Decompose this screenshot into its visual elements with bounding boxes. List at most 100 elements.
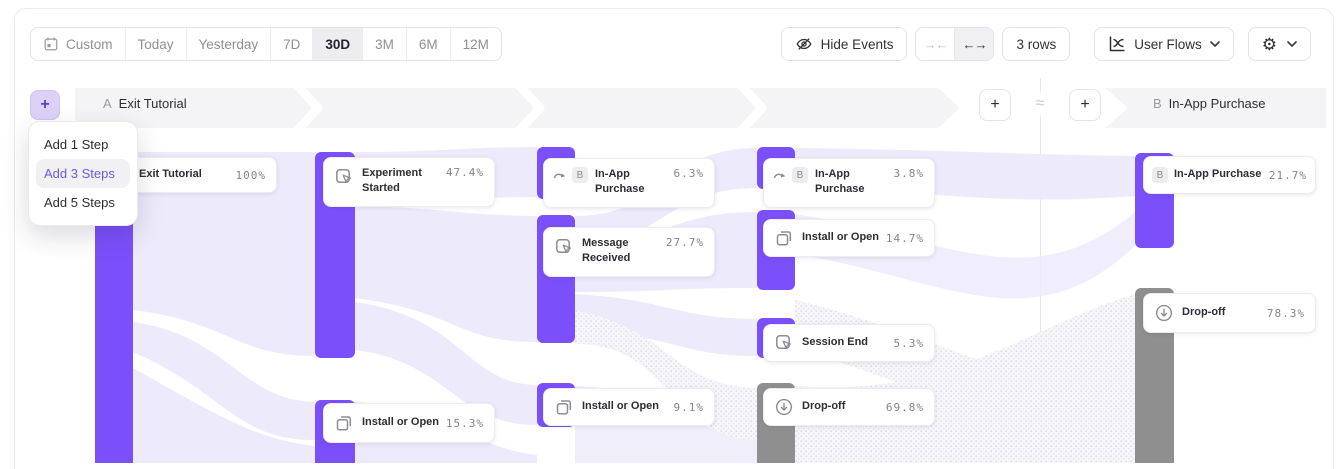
node-card-message-received[interactable]: Message Received 27.7% xyxy=(543,227,715,277)
eye-off-icon xyxy=(795,35,813,53)
step-a-letter: A xyxy=(103,96,112,111)
date-range-label: Today xyxy=(137,36,174,52)
custom-event-icon xyxy=(773,332,795,354)
node-percentage: 21.7% xyxy=(1268,168,1307,182)
node-card-install-or-open-153[interactable]: Install or Open 15.3% xyxy=(323,403,495,443)
drop-off-icon xyxy=(773,396,795,418)
step-b-badge: B xyxy=(1152,167,1168,183)
node-title: Message Received xyxy=(582,237,631,265)
step-b-badge: B xyxy=(572,167,588,183)
node-card-drop-off-698[interactable]: Drop-off 69.8% xyxy=(763,388,935,426)
node-percentage: 5.3% xyxy=(893,336,924,350)
node-title: Install or Open xyxy=(802,231,880,244)
node-title: Session End xyxy=(802,336,869,349)
node-title: Drop-off xyxy=(802,400,846,413)
date-range-today[interactable]: Today xyxy=(126,28,187,60)
node-percentage: 9.1% xyxy=(673,400,704,414)
app-open-icon xyxy=(773,227,795,249)
node-card-drop-off-783[interactable]: Drop-off 78.3% xyxy=(1143,293,1316,333)
menu-item-add-3-steps[interactable]: Add 3 Steps xyxy=(36,159,130,188)
node-card-experiment-started[interactable]: Experiment Started 47.4% xyxy=(323,157,495,207)
step-b-label: In-App Purchase xyxy=(1168,96,1266,111)
add-step-after-a-button[interactable]: + xyxy=(979,89,1011,121)
section-divider xyxy=(1040,78,1041,463)
node-title: Install or Open xyxy=(362,416,440,429)
collapse-columns-button[interactable]: →← xyxy=(923,36,948,52)
node-card-in-app-purchase-217[interactable]: B In-App Purchase 21.7% xyxy=(1143,156,1316,194)
date-range-6m[interactable]: 6M xyxy=(407,28,451,60)
step-a-label: Exit Tutorial xyxy=(118,96,187,111)
hide-events-label: Hide Events xyxy=(820,36,894,52)
gear-icon: ⚙ xyxy=(1261,34,1277,54)
add-step-before-b-button[interactable]: + xyxy=(1069,89,1101,121)
node-icon-row: B xyxy=(773,167,808,183)
toolbar-right: Hide Events →← ←→ 3 rows User Flows ⚙ xyxy=(780,27,1311,61)
node-title: In-App Purchase xyxy=(815,168,865,196)
node-title: Exit Tutorial xyxy=(139,168,202,181)
hide-events-button[interactable]: Hide Events xyxy=(780,27,908,61)
node-card-install-or-open-147[interactable]: Install or Open 14.7% xyxy=(763,219,935,257)
date-range-yesterday[interactable]: Yesterday xyxy=(187,28,272,60)
chevron-down-icon xyxy=(1209,41,1220,47)
date-range-30d[interactable]: 30D xyxy=(313,28,364,60)
node-percentage: 100% xyxy=(235,168,266,182)
step-a-header[interactable]: A Exit Tutorial xyxy=(103,96,187,111)
drop-off-icon xyxy=(1153,302,1175,324)
node-title: Experiment Started xyxy=(362,167,422,195)
app-open-icon xyxy=(333,412,355,434)
node-percentage: 3.8% xyxy=(893,167,924,180)
step-b-letter: B xyxy=(1153,96,1162,111)
date-range-12m[interactable]: 12M xyxy=(451,28,501,60)
date-range-7d[interactable]: 7D xyxy=(271,28,314,60)
date-range-label: 3M xyxy=(375,36,394,52)
add-step-button-active[interactable]: + xyxy=(30,90,60,120)
node-title: Drop-off xyxy=(1182,306,1226,319)
node-percentage: 15.3% xyxy=(445,416,484,430)
node-title: In-App Purchase xyxy=(595,168,645,196)
expand-columns-button[interactable]: ←→ xyxy=(954,28,994,60)
date-range-label: 6M xyxy=(418,36,438,52)
date-range-selector: Custom Today Yesterday 7D 30D 3M 6M 12M xyxy=(30,27,502,61)
date-range-label: Yesterday xyxy=(198,36,259,52)
jump-arrow-icon xyxy=(773,170,788,181)
menu-item-add-5-steps[interactable]: Add 5 Steps xyxy=(44,195,115,210)
toolbar: Custom Today Yesterday 7D 30D 3M 6M 12M Hide Ev… xyxy=(15,9,1332,71)
date-range-custom[interactable]: Custom xyxy=(31,28,126,60)
view-selector-label: User Flows xyxy=(1134,36,1202,52)
step-b-badge: B xyxy=(792,167,808,183)
node-title: Install or Open xyxy=(582,400,660,413)
calendar-icon xyxy=(43,36,59,52)
app-open-icon xyxy=(553,396,575,418)
custom-event-icon xyxy=(333,166,355,188)
node-card-in-app-purchase-63[interactable]: B In-App Purchase 6.3% xyxy=(543,158,715,208)
rows-button[interactable]: 3 rows xyxy=(1002,27,1071,61)
view-selector-button[interactable]: User Flows xyxy=(1094,27,1234,61)
node-card-in-app-purchase-38[interactable]: B In-App Purchase 3.8% xyxy=(763,158,935,208)
node-title: In-App Purchase xyxy=(1174,168,1262,181)
jump-arrow-icon xyxy=(553,170,568,181)
date-range-3m[interactable]: 3M xyxy=(363,28,407,60)
node-card-session-end[interactable]: Session End 5.3% xyxy=(763,324,935,362)
node-percentage: 47.4% xyxy=(445,166,484,179)
rows-label: 3 rows xyxy=(1016,36,1057,52)
node-card-install-or-open-91[interactable]: Install or Open 9.1% xyxy=(543,388,715,426)
node-percentage: 78.3% xyxy=(1266,306,1305,320)
date-range-label: 12M xyxy=(462,36,489,52)
date-range-label: Custom xyxy=(66,36,113,52)
node-percentage: 14.7% xyxy=(885,231,924,245)
add-step-menu: Add 1 Step Add 3 Steps Add 5 Steps xyxy=(28,121,138,226)
custom-event-icon xyxy=(553,236,575,258)
chevron-down-icon xyxy=(1287,41,1297,47)
flows-chart-icon xyxy=(1108,35,1126,53)
step-b-header[interactable]: B In-App Purchase xyxy=(1153,96,1266,111)
date-range-label: 7D xyxy=(283,36,301,52)
settings-button[interactable]: ⚙ xyxy=(1247,27,1311,61)
node-percentage: 6.3% xyxy=(673,167,704,180)
node-percentage: 27.7% xyxy=(665,236,704,249)
node-icon-row: B xyxy=(553,167,588,183)
date-range-label: 30D xyxy=(325,36,351,52)
approx-steps-indicator: ≈ xyxy=(1027,93,1053,115)
menu-item-add-1-step[interactable]: Add 1 Step xyxy=(44,137,109,152)
collapse-expand-toggle: →← ←→ xyxy=(915,27,995,61)
node-percentage: 69.8% xyxy=(885,400,924,414)
